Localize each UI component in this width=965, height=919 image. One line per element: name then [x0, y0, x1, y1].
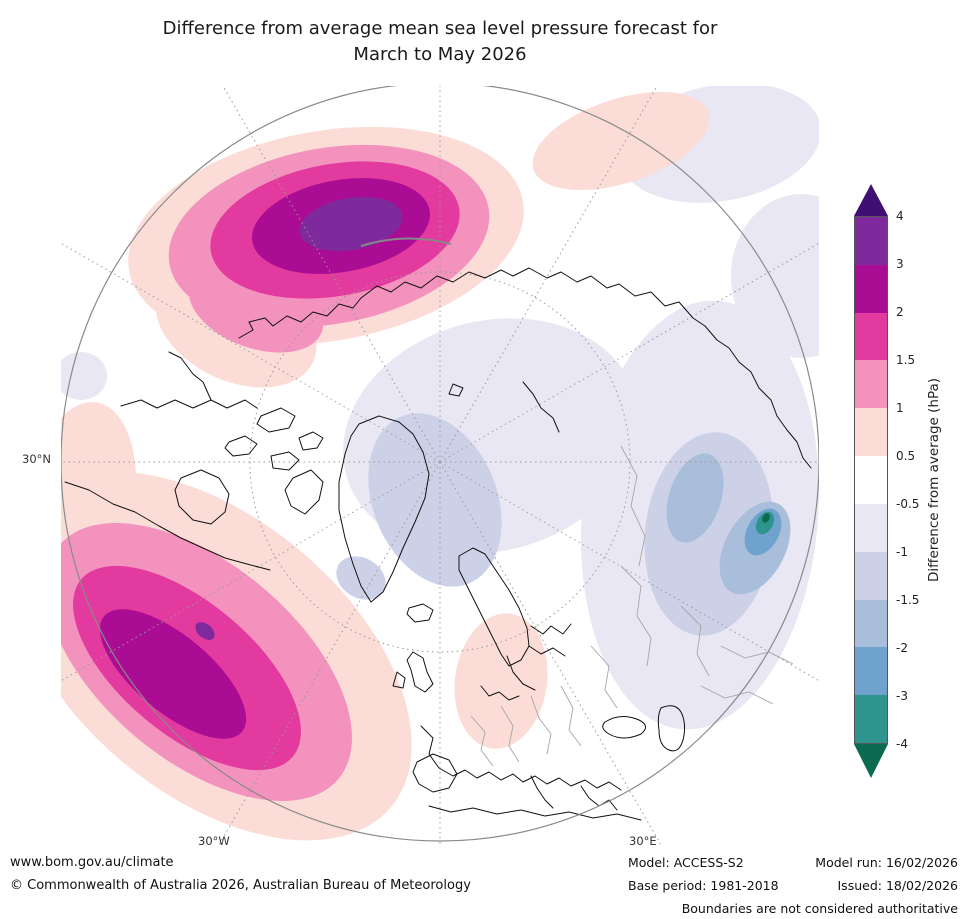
colorbar-tick: 2: [896, 305, 904, 319]
colorbar-segment: [855, 647, 887, 696]
colorbar-segments: [854, 216, 888, 744]
colorbar-segment: [855, 360, 887, 409]
colorbar-ticks: 4 3 2 1.5 1 0.5 -0.5 -1 -1.5 -2 -3 -4: [896, 210, 946, 750]
colorbar-tick: 0.5: [896, 449, 916, 463]
colorbar-tick: -2: [896, 641, 908, 655]
footer-middle: Model: ACCESS-S2 Base period: 1981-2018: [628, 851, 779, 897]
colorbar-label: Difference from average (hPa): [926, 377, 942, 583]
colorbar-segment: [855, 456, 887, 504]
colorbar-segment: [855, 408, 887, 457]
chart-title: Difference from average mean sea level p…: [61, 16, 819, 68]
colorbar-segment: [855, 503, 887, 552]
colorbar-tick: -0.5: [896, 497, 920, 511]
gridline-label-30e: 30°E: [629, 834, 657, 848]
colorbar-segment: [855, 551, 887, 600]
colorbar-segment: [855, 217, 887, 265]
chart-title-line1: Difference from average mean sea level p…: [162, 18, 718, 39]
footer-model: Model: ACCESS-S2: [628, 855, 744, 870]
colorbar-tick: -1.5: [896, 593, 920, 607]
positive-anomaly-fields: [61, 91, 710, 841]
colorbar-segment: [855, 312, 887, 361]
colorbar-segment: [855, 599, 887, 648]
footer-model-run: Model run: 16/02/2026: [815, 855, 958, 870]
colorbar-segment: [855, 695, 887, 743]
footer-right: Model run: 16/02/2026 Issued: 18/02/2026…: [682, 851, 958, 919]
footer-base-period: Base period: 1981-2018: [628, 878, 779, 893]
footer-disclaimer: Boundaries are not considered authoritat…: [681, 901, 958, 916]
colorbar-arrow-up: [854, 184, 888, 216]
pressure-anomaly-map: [61, 86, 819, 844]
colorbar-tick: 1.5: [896, 353, 916, 367]
negative-anomaly-fields: [61, 86, 819, 730]
graticule: [61, 86, 819, 844]
country-borders: [360, 237, 794, 767]
footer-copyright: © Commonwealth of Australia 2026, Austra…: [10, 878, 471, 893]
colorbar-tick: 1: [896, 401, 904, 415]
coastlines: [64, 267, 812, 821]
chart-title-line2: March to May 2026: [353, 44, 527, 65]
colorbar-tick: -3: [896, 689, 908, 703]
footer-issued: Issued: 18/02/2026: [837, 878, 959, 893]
latitude-30n-circle: [61, 86, 819, 842]
footer-left: www.bom.gov.au/climate © Commonwealth of…: [10, 851, 471, 897]
colorbar: 4 3 2 1.5 1 0.5 -0.5 -1 -1.5 -2 -3 -4: [854, 184, 964, 778]
colorbar-segment: [855, 264, 887, 313]
footer-url: www.bom.gov.au/climate: [10, 855, 174, 870]
colorbar-tick: -1: [896, 545, 908, 559]
colorbar-tick: -4: [896, 737, 908, 751]
gridline-label-30w: 30°W: [198, 834, 230, 848]
gridline-label-30n: 30°N: [22, 452, 51, 466]
colorbar-tick: 4: [896, 209, 904, 223]
colorbar-arrow-down: [854, 744, 888, 778]
map-canvas: [61, 86, 819, 844]
colorbar-tick: 3: [896, 257, 904, 271]
